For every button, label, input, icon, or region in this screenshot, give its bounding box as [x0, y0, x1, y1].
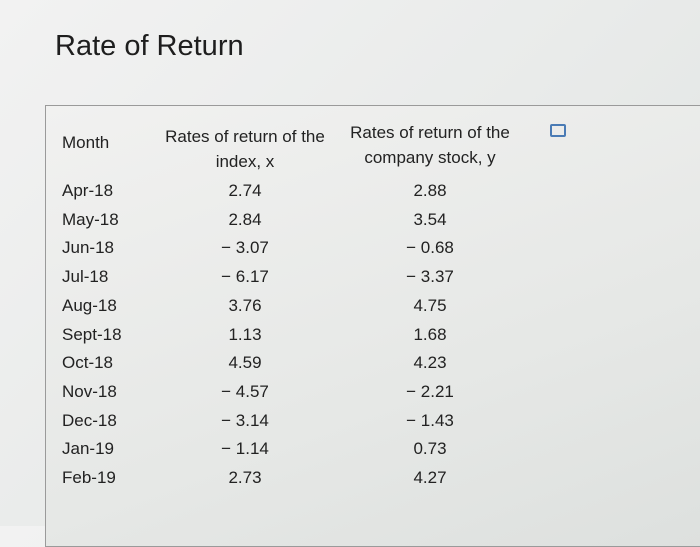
value-cell: 3.54	[413, 209, 447, 229]
month-cell: Jan-19	[62, 439, 114, 459]
value-cell: 4.59	[228, 353, 262, 373]
column-header: Month	[62, 133, 110, 152]
month-cell: Aug-18	[62, 295, 117, 315]
copy-icon[interactable]	[550, 124, 566, 137]
value-cell: 0.73	[413, 439, 447, 459]
value-cell: 1.68	[413, 324, 447, 344]
value-cell: − 2.21	[406, 381, 454, 401]
column-header: Rates of return of the company stock, y	[350, 123, 510, 167]
value-cell: 1.13	[228, 324, 262, 344]
month-cell: Oct-18	[62, 353, 114, 373]
month-cell: Jul-18	[62, 267, 109, 287]
column-header: Rates of return of the index, x	[165, 127, 325, 171]
value-cell: 4.23	[413, 353, 447, 373]
value-cell: − 4.57	[221, 381, 269, 401]
month-cell: Jun-18	[62, 238, 114, 258]
value-cell: 2.73	[228, 468, 262, 487]
month-cell: Dec-18	[62, 410, 117, 430]
table-panel	[45, 105, 700, 547]
value-cell: 4.75	[413, 295, 447, 315]
value-cell: 3.76	[228, 295, 262, 315]
month-cell: Apr-18	[62, 181, 114, 200]
month-cell: Sept-18	[62, 324, 122, 344]
value-cell: 2.88	[413, 181, 447, 200]
value-cell: 2.84	[228, 209, 262, 229]
month-cell: Nov-18	[62, 381, 117, 401]
value-cell: − 0.68	[406, 238, 454, 258]
value-cell: − 3.37	[406, 267, 454, 287]
value-cell: − 3.07	[221, 238, 269, 258]
month-cell: May-18	[62, 209, 119, 229]
value-cell: − 6.17	[221, 267, 269, 287]
value-cell: − 1.43	[406, 410, 454, 430]
value-cell: − 1.14	[221, 439, 269, 459]
value-cell: 4.27	[413, 468, 447, 487]
title: Rate of Return	[55, 30, 244, 62]
value-cell: 2.74	[228, 181, 262, 200]
month-cell: Feb-19	[62, 468, 116, 487]
value-cell: − 3.14	[221, 410, 269, 430]
